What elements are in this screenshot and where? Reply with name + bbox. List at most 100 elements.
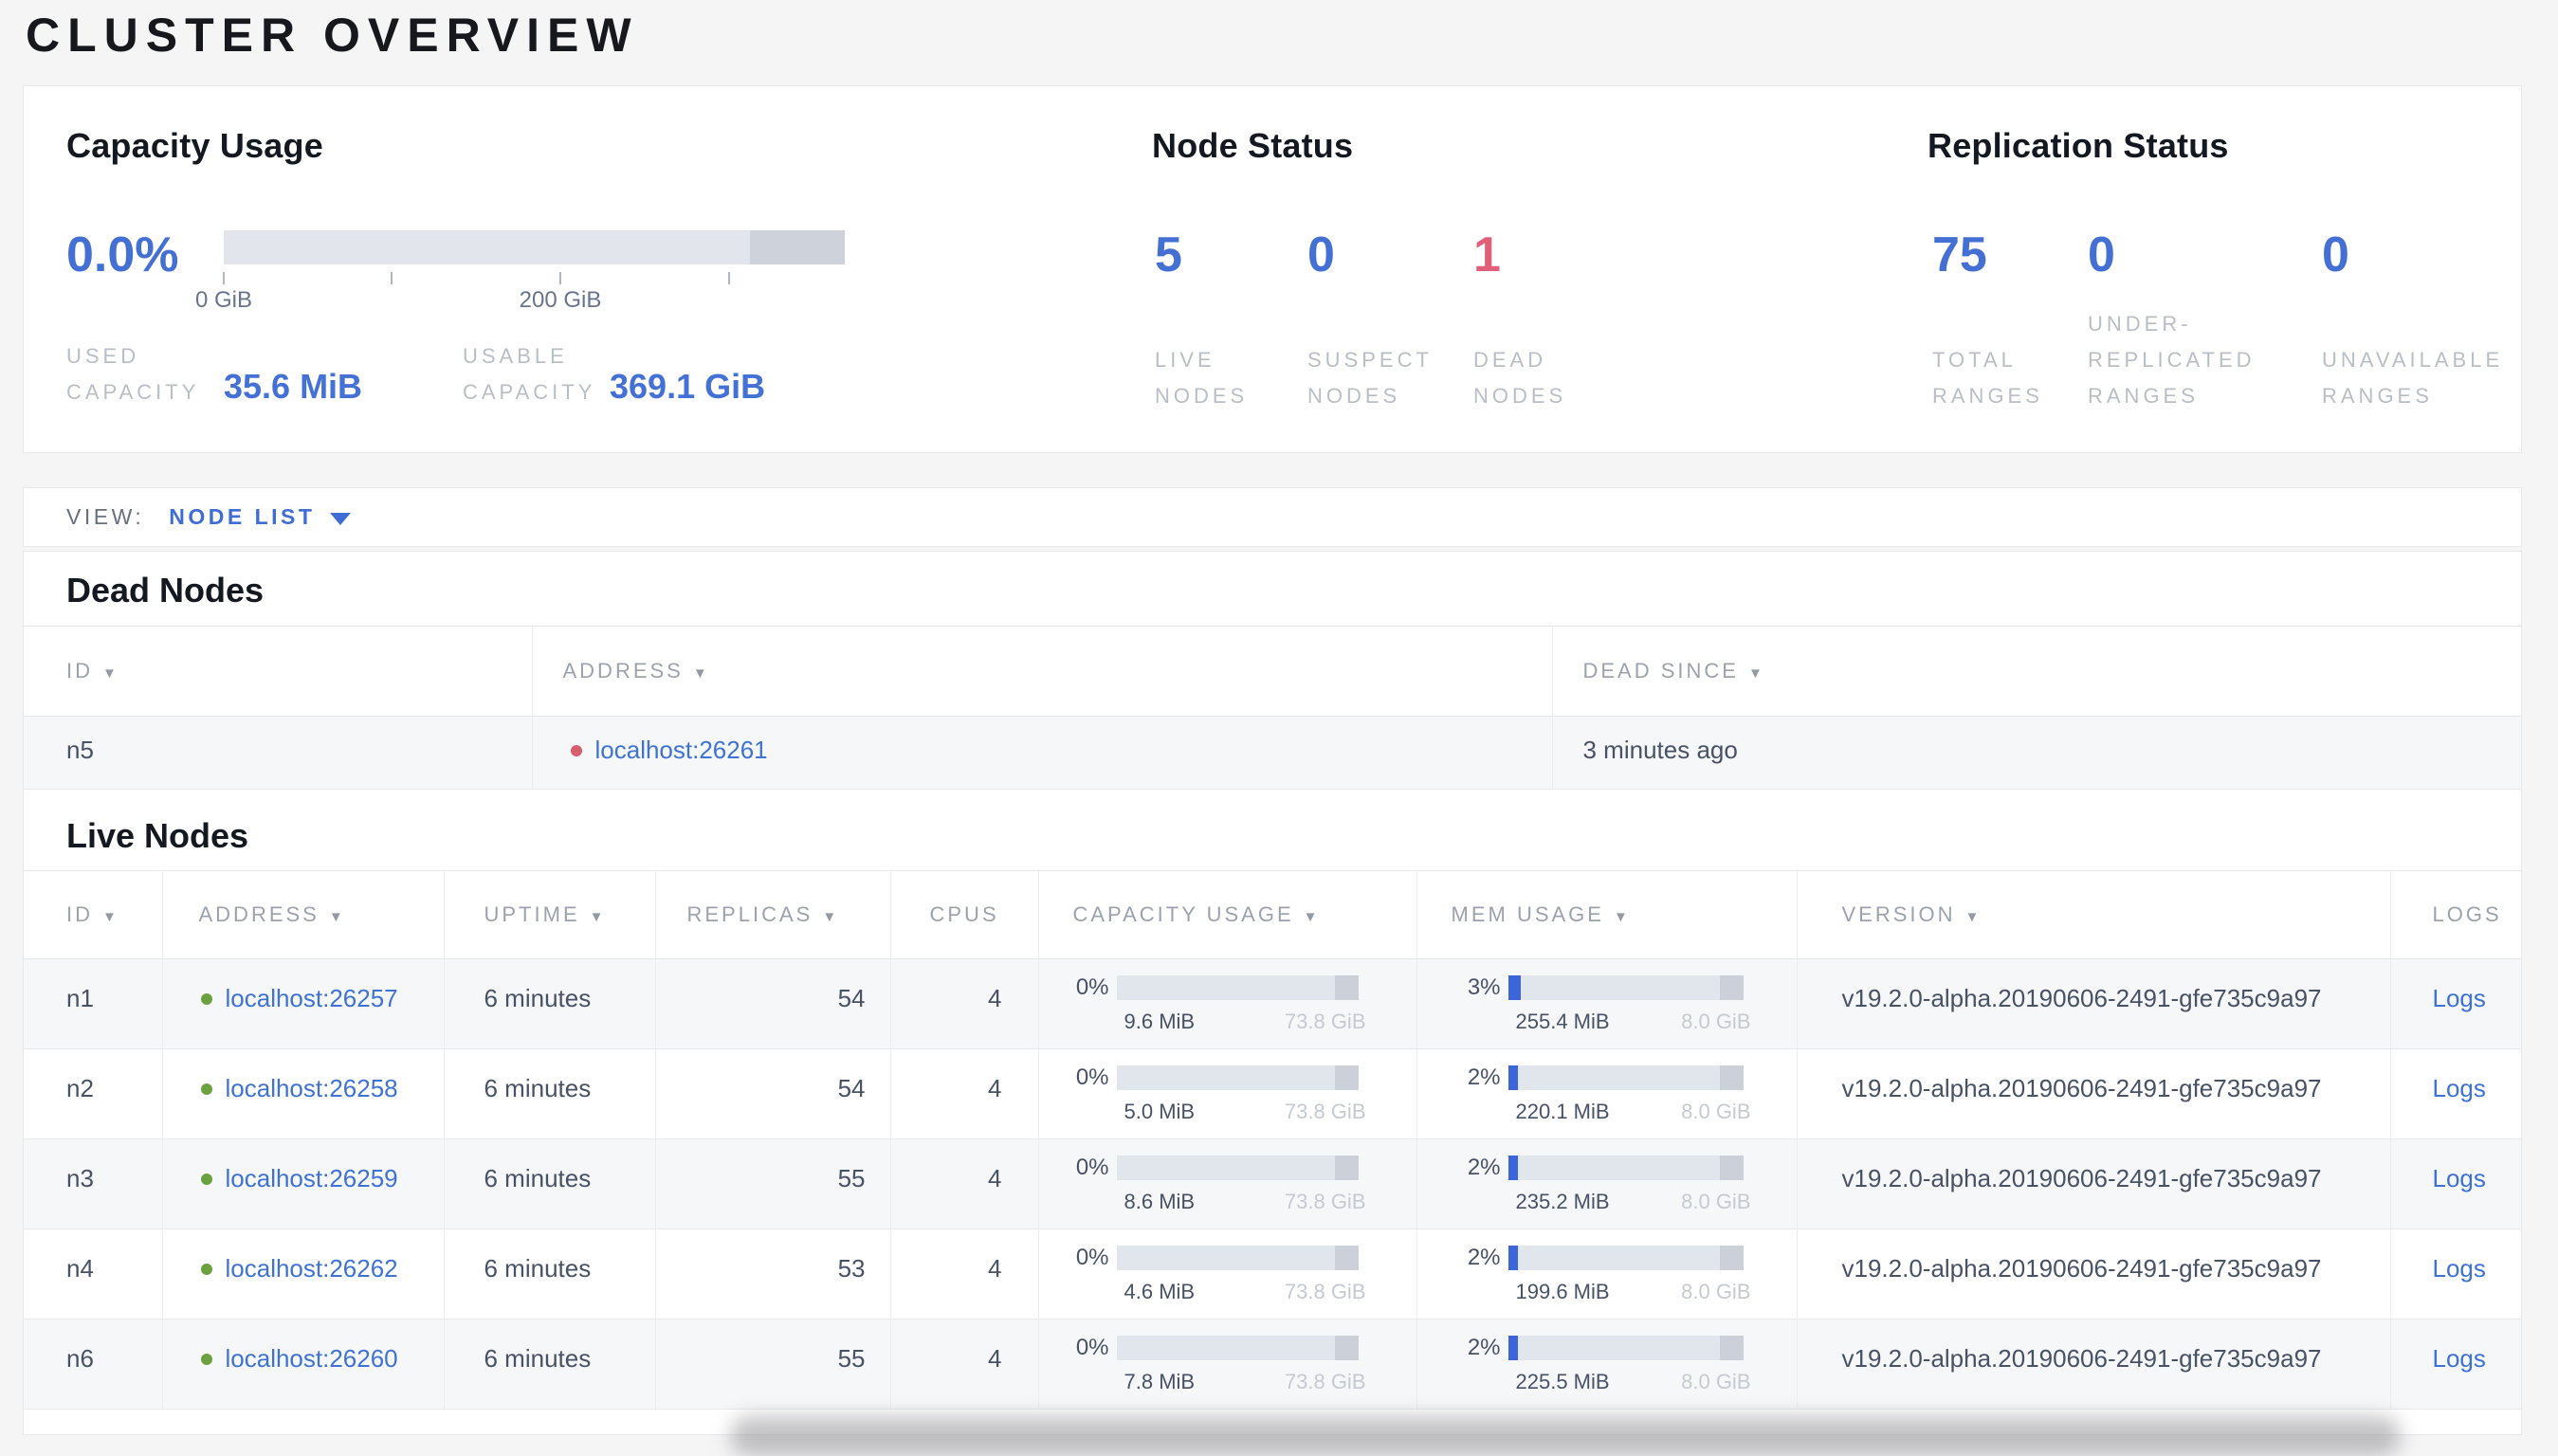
address-cell: localhost:26261 — [531, 716, 1552, 790]
live-node-row: n3 localhost:26259 6 minutes 55 4 0% 8.6 MiB 73… — [24, 1138, 2521, 1229]
node-live-status-dot — [200, 1083, 212, 1095]
usage-percent: 0% — [1075, 974, 1109, 1000]
address-cell: localhost:26260 — [161, 1319, 444, 1410]
sort-arrow-icon[interactable]: ▼ — [589, 909, 607, 925]
column-header-address[interactable]: ADDRESS ▼ — [161, 870, 444, 959]
node-live-status-dot — [200, 1354, 212, 1365]
metric-label: LIVE NODES — [1155, 348, 1249, 408]
sort-arrow-icon[interactable]: ▼ — [1747, 665, 1765, 682]
capacity-usage-cell: 0% 7.8 MiB 73.8 GiB — [1037, 1319, 1416, 1410]
sort-arrow-icon[interactable]: ▼ — [1964, 909, 1982, 925]
column-header-label: ID — [66, 659, 93, 682]
node-id-cell: n6 — [24, 1319, 162, 1410]
column-header-version[interactable]: VERSION ▼ — [1796, 870, 2390, 959]
usage-bar-fill — [1507, 1156, 1518, 1180]
capacity-usage-cell: 0% 9.6 MiB 73.8 GiB — [1037, 958, 1416, 1049]
metric-label: TOTAL RANGES — [1932, 348, 2043, 408]
capacity-used-percent: 0.0% — [66, 228, 179, 282]
version-cell: v19.2.0-alpha.20190606-2491-gfe735c9a97 — [1796, 1228, 2390, 1320]
usage-used-value: 7.8 MiB — [1124, 1370, 1196, 1393]
usage-bar-reserved-segment — [1334, 1246, 1359, 1270]
usage-total-value: 73.8 GiB — [1284, 1370, 1366, 1393]
dead-since-cell: 3 minutes ago — [1551, 716, 2521, 790]
logs-link[interactable]: Logs — [2432, 1254, 2486, 1283]
column-header-label: ADDRESS — [562, 659, 684, 682]
node-live-status-dot — [200, 1174, 212, 1185]
column-header-replicas[interactable]: REPLICAS ▼ — [654, 870, 890, 959]
sort-arrow-icon[interactable]: ▼ — [328, 909, 346, 925]
node-address-link[interactable]: localhost:26262 — [225, 1254, 398, 1283]
usage-bar — [1116, 1336, 1359, 1360]
node-status-heading: Node Status — [1152, 126, 1354, 165]
usage-bar — [1507, 975, 1744, 1000]
mem-usage-cell: 2% 220.1 MiB 8.0 GiB — [1416, 1048, 1797, 1139]
column-header-id[interactable]: ID ▼ — [24, 870, 162, 959]
replicas-cell: 53 — [654, 1228, 890, 1320]
version-cell: v19.2.0-alpha.20190606-2491-gfe735c9a97 — [1796, 1138, 2390, 1229]
node-address-link[interactable]: localhost:26259 — [225, 1164, 398, 1192]
capacity-bar-reserved-segment — [750, 230, 845, 264]
node-address-link[interactable]: localhost:26261 — [594, 736, 768, 764]
column-header-capacity-usage[interactable]: CAPACITY USAGE ▼ — [1037, 870, 1416, 959]
sort-arrow-icon[interactable]: ▼ — [102, 665, 119, 682]
cluster-summary-card: Capacity Usage 0.0% 0 GiB 200 GiB USED CA… — [23, 85, 2522, 453]
capacity-usage-cell: 0% 8.6 MiB 73.8 GiB — [1037, 1138, 1416, 1229]
logs-link[interactable]: Logs — [2432, 1344, 2486, 1373]
sort-arrow-icon[interactable]: ▼ — [1303, 909, 1321, 925]
capacity-axis-tick — [728, 272, 730, 284]
column-header-dead-since[interactable]: DEAD SINCE ▼ — [1551, 626, 2521, 717]
cpus-cell: 4 — [889, 1228, 1038, 1320]
live-node-row: n1 localhost:26257 6 minutes 54 4 0% 9.6 MiB 73… — [24, 958, 2521, 1049]
column-header-uptime[interactable]: UPTIME ▼ — [443, 870, 655, 959]
usage-used-value: 235.2 MiB — [1515, 1190, 1610, 1213]
uptime-cell: 6 minutes — [443, 1048, 655, 1139]
logs-link[interactable]: Logs — [2432, 1164, 2486, 1192]
sort-arrow-icon[interactable]: ▼ — [692, 665, 710, 682]
column-header-id[interactable]: ID ▼ — [24, 626, 532, 717]
metric-value: 0 — [2322, 228, 2349, 282]
chevron-down-icon[interactable] — [330, 513, 352, 525]
column-header-label: MEM USAGE — [1451, 902, 1604, 926]
node-status-metrics: 5 LIVE NODES 0 SUSPECT NODES 1 DEAD NODES — [1155, 227, 1597, 416]
metric-value: 0 — [1307, 228, 1335, 282]
used-capacity-value: 35.6 MiB — [224, 367, 363, 406]
usage-percent: 2% — [1467, 1245, 1501, 1270]
usage-total-value: 73.8 GiB — [1284, 1190, 1366, 1213]
metric-value: 5 — [1155, 228, 1182, 282]
capacity-axis-tick — [559, 272, 561, 284]
usage-bar — [1116, 1065, 1359, 1090]
uptime-cell: 6 minutes — [443, 958, 655, 1049]
usage-total-value: 73.8 GiB — [1284, 1100, 1366, 1123]
address-cell: localhost:26262 — [161, 1228, 444, 1320]
logs-link[interactable]: Logs — [2432, 1074, 2486, 1102]
view-label: VIEW: — [66, 504, 145, 529]
logs-link[interactable]: Logs — [2432, 984, 2486, 1012]
node-address-link[interactable]: localhost:26258 — [225, 1074, 398, 1102]
usage-bar-reserved-segment — [1719, 1246, 1744, 1270]
sort-arrow-icon[interactable]: ▼ — [822, 909, 840, 925]
column-header-label: REPLICAS — [686, 902, 813, 926]
column-header-label: ADDRESS — [198, 902, 320, 926]
capacity-usage-heading: Capacity Usage — [66, 126, 323, 165]
node-address-link[interactable]: localhost:26257 — [225, 984, 398, 1012]
usage-total-value: 8.0 GiB — [1681, 1100, 1751, 1123]
usage-used-value: 199.6 MiB — [1515, 1280, 1610, 1303]
view-dropdown[interactable]: NODE LIST — [169, 504, 316, 529]
sort-arrow-icon[interactable]: ▼ — [102, 909, 119, 925]
sort-arrow-icon[interactable]: ▼ — [1613, 909, 1631, 925]
column-header-address[interactable]: ADDRESS ▼ — [531, 626, 1552, 717]
usage-used-value: 220.1 MiB — [1515, 1100, 1610, 1123]
usage-total-value: 8.0 GiB — [1681, 1010, 1751, 1033]
address-cell: localhost:26258 — [161, 1048, 444, 1139]
summary-metric: 0 SUSPECT NODES — [1307, 227, 1473, 416]
replicas-cell: 55 — [654, 1319, 890, 1410]
metric-label: DEAD NODES — [1473, 348, 1567, 408]
replication-status-metrics: 75 TOTAL RANGES 0 UNDER-REPLICATED RANGES 0 U… — [1932, 227, 2521, 416]
version-cell: v19.2.0-alpha.20190606-2491-gfe735c9a97 — [1796, 1319, 2390, 1410]
usage-percent: 2% — [1467, 1155, 1501, 1180]
mem-usage-cell: 2% 199.6 MiB 8.0 GiB — [1416, 1228, 1797, 1320]
usage-bar-reserved-segment — [1719, 975, 1744, 1000]
column-header-mem-usage[interactable]: MEM USAGE ▼ — [1416, 870, 1797, 959]
usage-bar-reserved-segment — [1719, 1156, 1744, 1180]
node-address-link[interactable]: localhost:26260 — [225, 1344, 398, 1373]
